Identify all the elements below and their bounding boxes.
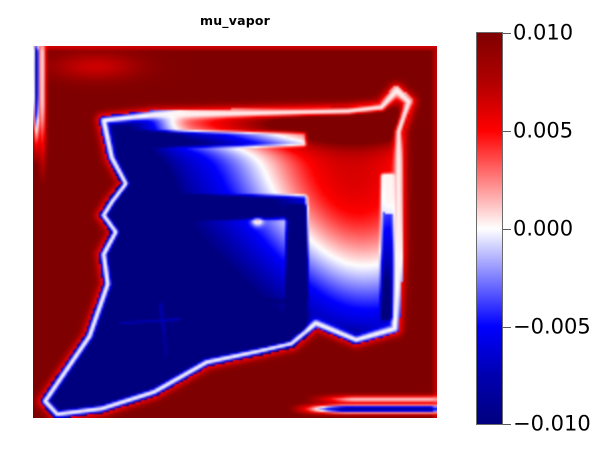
colorbar-tick-4 — [503, 424, 511, 425]
colorbar-label-4: −0.010 — [513, 411, 591, 436]
colorbar-tick-0 — [503, 33, 511, 34]
colorbar — [476, 32, 503, 425]
colorbar-tick-3 — [503, 327, 511, 328]
colorbar-label-3: −0.005 — [513, 314, 591, 339]
colorbar-label-1: 0.005 — [513, 118, 574, 143]
heatmap-plot-area — [33, 46, 437, 418]
colorbar-tick-2 — [503, 229, 511, 230]
page-title: mu_vapor — [199, 13, 271, 28]
colorbar-label-2: 0.000 — [513, 216, 574, 241]
colorbar-label-0: 0.010 — [513, 20, 574, 45]
heatmap-image — [33, 46, 437, 418]
colorbar-tick-1 — [503, 131, 511, 132]
